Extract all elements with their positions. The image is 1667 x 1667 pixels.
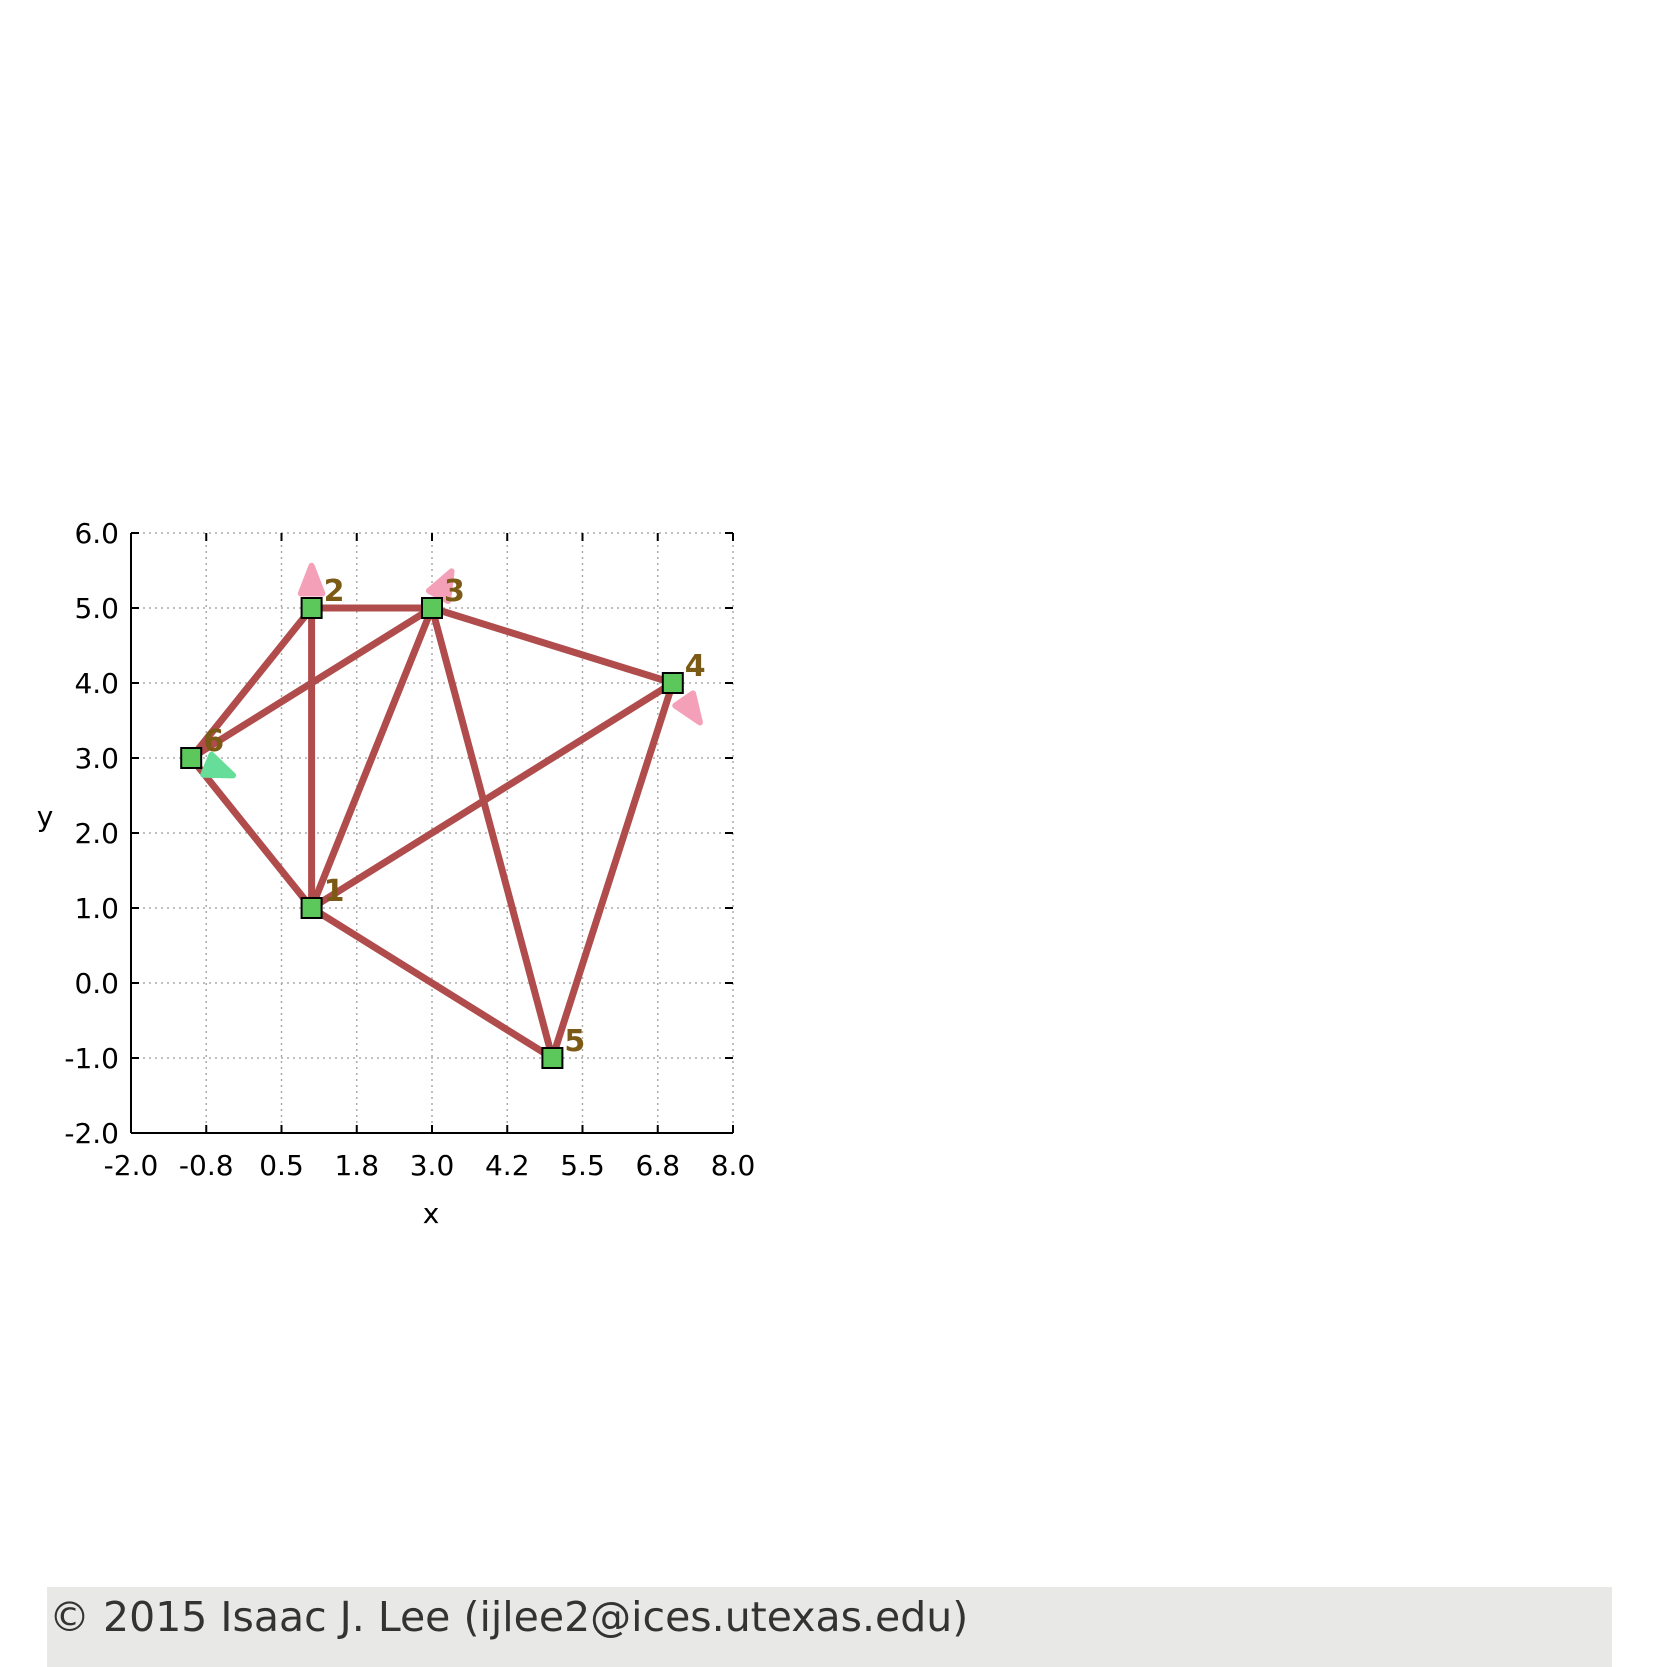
y-tick-label: 0.0 xyxy=(74,967,119,1000)
node-label-4: 4 xyxy=(685,649,706,684)
edge-3-4 xyxy=(428,604,677,687)
y-tick-label: 5.0 xyxy=(74,592,119,625)
node-label-1: 1 xyxy=(324,874,345,909)
y-tick-label: 2.0 xyxy=(74,817,119,850)
y-axis-label: y xyxy=(37,800,54,833)
edge-4-5 xyxy=(548,679,677,1062)
edge-1-4 xyxy=(308,679,677,912)
x-tick-label: 5.5 xyxy=(560,1149,605,1182)
load-arrow-6 xyxy=(200,751,237,779)
y-tick-label: 3.0 xyxy=(74,742,119,775)
copyright-text: © 2015 Isaac J. Lee (ijlee2@ices.utexas.… xyxy=(49,1593,969,1641)
x-tick-label: 3.0 xyxy=(410,1149,455,1182)
edge-3-5 xyxy=(428,604,556,1062)
edges xyxy=(187,604,677,1062)
edge-1-3 xyxy=(308,604,436,912)
x-axis-label: x xyxy=(423,1197,440,1230)
footer: © 2015 Isaac J. Lee (ijlee2@ices.utexas.… xyxy=(47,1587,1612,1667)
x-tick-label: -0.8 xyxy=(179,1149,234,1182)
nodes: 1 2 3 4 5 6 xyxy=(180,574,706,1069)
node-5 xyxy=(541,1047,564,1069)
node-2 xyxy=(300,597,323,619)
node-4 xyxy=(661,672,684,694)
x-tick-label: 0.5 xyxy=(259,1149,304,1182)
y-tick-label: 4.0 xyxy=(74,667,119,700)
load-arrow-2 xyxy=(297,562,326,597)
y-tick-label: 1.0 xyxy=(74,892,119,925)
x-tick-label: -2.0 xyxy=(104,1149,159,1182)
axes: -2.0 -0.8 0.5 1.8 3.0 4.2 5.5 6.8 8.0 -2.0 -1.0 0.0… xyxy=(64,517,755,1182)
x-tick-label: 4.2 xyxy=(485,1149,530,1182)
node-label-3: 3 xyxy=(444,574,465,609)
node-label-2: 2 xyxy=(324,574,345,609)
y-tick-label: 6.0 xyxy=(74,517,119,550)
edge-1-6 xyxy=(187,754,316,912)
node-label-6: 6 xyxy=(203,724,224,759)
node-label-5: 5 xyxy=(564,1024,585,1059)
y-tick-label: -1.0 xyxy=(64,1042,119,1075)
edge-1-5 xyxy=(308,904,556,1062)
load-arrow-4 xyxy=(672,690,703,726)
node-1 xyxy=(300,897,323,919)
x-tick-label: 1.8 xyxy=(334,1149,379,1182)
load-arrow-3 xyxy=(425,568,455,605)
edge-2-6 xyxy=(187,604,316,762)
y-tick-label: -2.0 xyxy=(64,1117,119,1150)
x-tick-label: 6.8 xyxy=(635,1149,680,1182)
edge-3-6 xyxy=(187,604,436,762)
x-tick-label: 8.0 xyxy=(711,1149,756,1182)
load-arrows xyxy=(200,562,703,779)
node-6 xyxy=(180,747,203,769)
node-3 xyxy=(421,597,443,619)
